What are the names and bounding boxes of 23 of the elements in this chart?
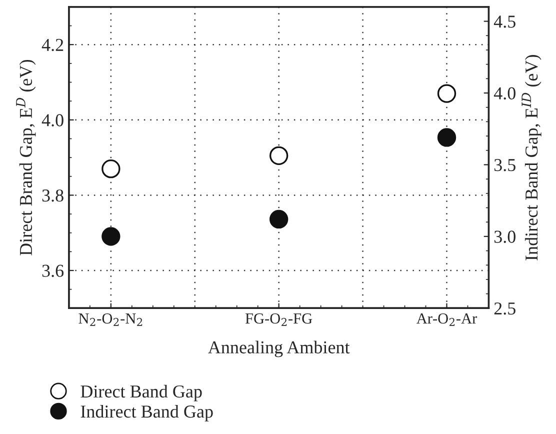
legend-label: Direct Band Gap [80,384,202,402]
y-tick-label: 3.8 [42,189,64,202]
y2-axis-title: Indirect Band Gap, E$^{ID}$ (eV) [522,55,542,260]
point [269,210,288,229]
y2-tick-label: 3.0 [494,230,516,243]
y2-tick-label: 3.5 [494,159,516,172]
point [102,159,120,178]
y2-tick-label: 2.5 [494,302,516,315]
y-axis-title: Direct Brand Gap, E$^{D}$ (eV) [16,60,36,256]
y2-tick-label: 4.5 [494,16,516,28]
legend-label: Indirect Band Gap [80,404,213,422]
point [437,84,456,103]
y2-tick-label: 4.0 [494,87,516,100]
y-tick-label: 4.2 [42,38,64,52]
point [437,128,456,147]
y-tick-label: 4.0 [42,114,64,126]
x-tick-label: Ar-O$_{2}$-Ar [416,313,477,326]
x-tick-label: FG-O$_{2}$-FG [245,313,312,326]
x-tick-label: N$_{2}$-O$_{2}$-N$_{2}$ [78,313,142,326]
x-axis-title: Annealing Ambient [208,340,350,358]
point [269,146,288,165]
point [102,227,120,246]
y-tick-label: 3.6 [42,264,64,278]
